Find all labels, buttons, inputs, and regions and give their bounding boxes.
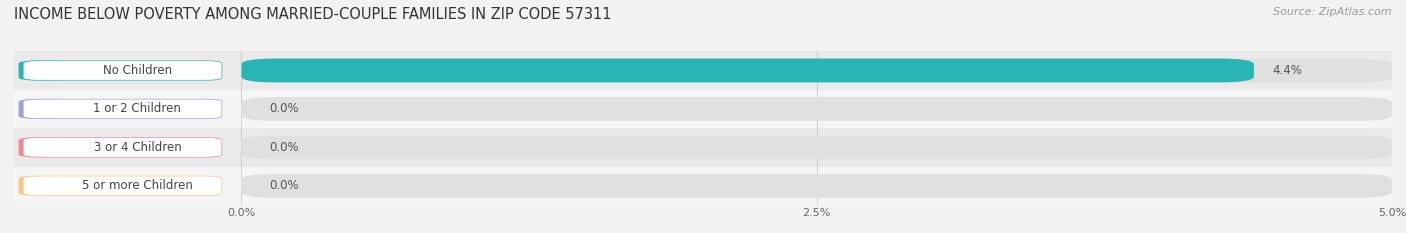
FancyBboxPatch shape <box>242 174 1392 198</box>
Bar <box>14 90 242 128</box>
FancyBboxPatch shape <box>18 99 66 119</box>
Bar <box>242 51 1392 90</box>
Bar <box>14 167 242 205</box>
FancyBboxPatch shape <box>18 138 66 157</box>
Bar <box>242 128 1392 167</box>
FancyBboxPatch shape <box>242 97 1392 121</box>
FancyBboxPatch shape <box>242 58 1392 82</box>
Text: 4.4%: 4.4% <box>1272 64 1302 77</box>
FancyBboxPatch shape <box>22 138 222 157</box>
Text: 5 or more Children: 5 or more Children <box>82 179 193 192</box>
FancyBboxPatch shape <box>22 176 222 195</box>
FancyBboxPatch shape <box>242 58 1254 82</box>
Text: 1 or 2 Children: 1 or 2 Children <box>93 103 181 115</box>
Text: Source: ZipAtlas.com: Source: ZipAtlas.com <box>1274 7 1392 17</box>
Text: 0.0%: 0.0% <box>269 141 298 154</box>
Bar <box>14 51 242 90</box>
FancyBboxPatch shape <box>18 61 66 80</box>
Text: 0.0%: 0.0% <box>269 103 298 115</box>
Text: No Children: No Children <box>103 64 172 77</box>
Text: 0.0%: 0.0% <box>269 179 298 192</box>
Bar <box>242 167 1392 205</box>
Bar <box>242 90 1392 128</box>
FancyBboxPatch shape <box>18 176 66 195</box>
Bar <box>14 128 242 167</box>
Text: INCOME BELOW POVERTY AMONG MARRIED-COUPLE FAMILIES IN ZIP CODE 57311: INCOME BELOW POVERTY AMONG MARRIED-COUPL… <box>14 7 612 22</box>
FancyBboxPatch shape <box>22 99 222 119</box>
FancyBboxPatch shape <box>242 135 1392 159</box>
FancyBboxPatch shape <box>22 61 222 80</box>
Text: 3 or 4 Children: 3 or 4 Children <box>94 141 181 154</box>
